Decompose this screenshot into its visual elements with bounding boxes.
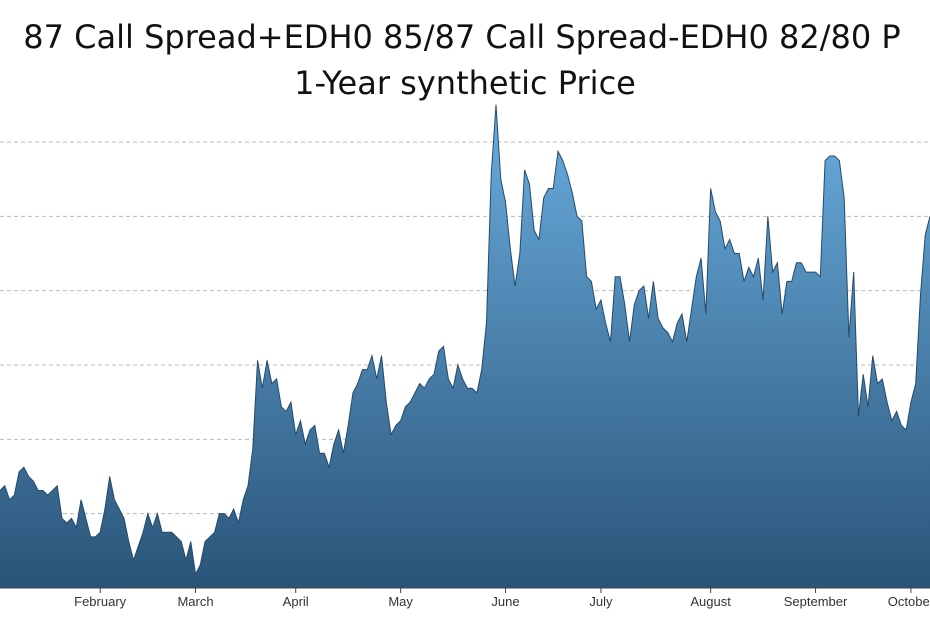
x-tick-label-8: October [888,594,930,609]
series-area [0,104,930,588]
series-area-fill [0,104,930,588]
chart-title-line2: 1-Year synthetic Price [294,64,636,102]
x-axis: February March April May June July August Septe… [0,587,930,609]
x-tick-label-0: February [74,594,127,609]
x-tick-label-7: September [784,594,848,609]
x-tick-label-4: June [491,594,519,609]
x-tick-label-3: May [388,594,413,609]
x-tick-label-6: August [690,594,731,609]
series-line [0,104,930,576]
x-tick-label-5: July [589,594,613,609]
chart-title: 87 Call Spread+EDH0 85/87 Call Spread-ED… [0,14,930,106]
x-tick-label-2: April [283,594,309,609]
chart-title-line1: 87 Call Spread+EDH0 85/87 Call Spread-ED… [23,18,901,56]
x-tick-label-1: March [177,594,213,609]
